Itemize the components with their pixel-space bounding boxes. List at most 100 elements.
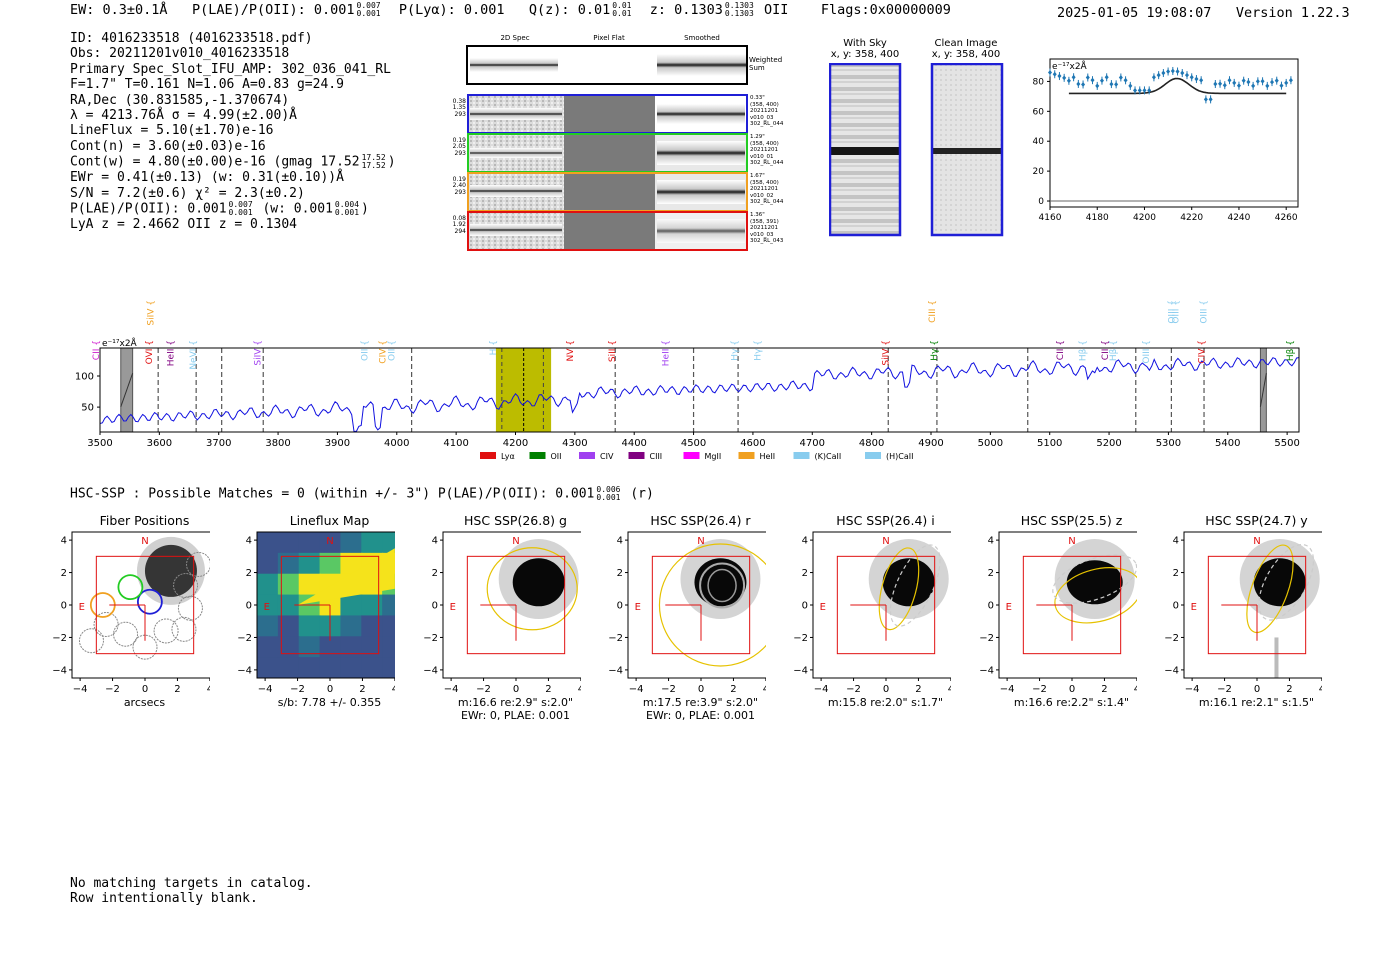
x-tick-label: 2 [730,684,736,695]
flux-cell [361,532,384,554]
x-tick-label: 0 [883,684,889,695]
emission-line-label: Hβ { [1109,340,1119,361]
y-tick-label: 4 [61,536,67,547]
row2-right: 1.29" (358, 400) 20211201 v010_01 302_RL_044 [750,134,784,167]
header-z-line: OII [763,2,789,18]
row1-left: 0.38 1.35 293 [452,98,466,118]
zoom-point [1085,75,1090,81]
flux-cell [361,594,384,617]
footer-line1: No matching targets in catalog. [70,876,313,891]
north-label: N [882,536,889,547]
zoom-point [1090,77,1095,83]
x-tick-label: 2 [1101,684,1107,695]
y-tick-label: 0 [432,601,438,612]
flux-cell [298,657,321,678]
spectrum-xtick-label: 3900 [325,438,350,449]
emission-line-label: CIV { [379,340,389,364]
emission-line-label: OIII { [1142,340,1152,364]
sky-images [829,63,1004,237]
emission-line-label: Hγ { [730,340,740,361]
zoom-point [1081,81,1086,87]
zoom-xtick-label: 4220 [1180,213,1203,223]
emission-line-label: SiIV { [253,340,263,366]
y-tick-label: 4 [802,536,808,547]
zoom-point [1246,79,1251,85]
x-tick-label: 0 [142,684,148,695]
spectrum-xtick-label: 5300 [1156,438,1181,449]
y-tick-label: 0 [617,601,623,612]
zoom-point [1161,70,1166,76]
fiber-footprint-box [95,555,195,655]
x-tick-label: 4 [207,684,210,695]
flux-cell [257,573,279,596]
flux-cell [277,552,300,575]
spectrum-xtick-label: 4300 [562,438,587,449]
y-tick-label: 4 [617,536,623,547]
emission-line-label: CII { [1101,340,1111,360]
emission-line-label: Hβ { [1078,340,1088,361]
fiber-circle [186,551,210,577]
header-z: z: 0.1303 [649,2,723,18]
zoom-point [1156,72,1161,78]
flux-cell [277,657,300,678]
flux-cell [319,636,342,659]
flux-cell [277,636,300,659]
hsc-panel-image: N E −4 −4 −2 −2 0 0 2 2 4 4 [52,531,210,695]
emission-line-label: CII { [1056,340,1066,360]
spectrum-xtick-label: 4800 [859,438,884,449]
flux-cell [257,532,279,554]
x-tick-label: 4 [948,684,951,695]
hsc-panel-image: N E −4 −4 −2 −2 0 0 2 2 4 4 [793,531,951,695]
emission-line-label: H { [489,340,499,355]
x-tick-label: 2 [915,684,921,695]
emission-line-label: OIII { [1199,300,1209,324]
zoom-point [1104,74,1109,80]
main-spectrum: 50 100 3500 3600 3700 3800 3900 4000 4100 4200 430… [75,300,1300,461]
north-label: N [1253,536,1260,547]
hsc-panel-image: N E −4 −4 −2 −2 0 0 2 2 4 4 [423,531,581,695]
legend-label: (H)CaII [886,452,913,461]
zoom-point [1255,78,1260,84]
x-tick-label: −4 [629,684,644,695]
header-plya: P(Lyα): 0.001 [398,2,505,18]
zoom-ytick-label: 60 [1033,107,1045,117]
spectrum-xtick-label: 5200 [1096,438,1121,449]
zoom-point [1180,70,1185,76]
zoom-point [1236,83,1241,89]
hsc-panel-caption: m:16.1 re:2.1" s:1.5" [1198,696,1315,709]
y-tick-label: 2 [61,568,67,579]
zoom-unit-label: e⁻¹⁷x2Å [1052,60,1088,72]
flux-cell [277,594,300,617]
north-label: N [141,536,148,547]
emission-line-label: CIII { [928,300,938,323]
spectrum-xtick-label: 4000 [384,438,409,449]
fiber-circle [132,634,158,660]
info-plae: P(LAE)/P(OII): 0.001 0.007 0.001 (w: 0.001… [70,200,369,218]
source-blob [144,544,197,597]
emission-line-label: HeII { [662,340,672,366]
y-tick-label: −4 [979,665,994,676]
hsc-title: HSC-SSP : Possible Matches = 0 (within +… [70,485,654,502]
flux-cell [382,615,395,638]
zoom-point [1241,78,1246,84]
hsc-panel-caption2: EWr: 0, PLAE: 0.001 [460,709,571,722]
spectrum-ytick-label: 100 [75,372,94,383]
y-tick-label: −2 [52,633,67,644]
spectrum-xtick-label: 5100 [1037,438,1062,449]
zoom-point [1052,71,1057,77]
flux-cell [382,657,395,678]
x-tick-label: −4 [814,684,829,695]
flux-cell [340,552,363,575]
legend-swatch [628,452,645,459]
legend-swatch [738,452,755,459]
info-id: ID: 4016233518 (4016233518.pdf) [70,31,313,46]
emission-line-label: NeVI { [189,340,199,370]
info-obs: Obs: 20211201v010_4016233518 [70,46,290,62]
x-tick-label: 0 [513,684,519,695]
legend-swatch [865,452,881,459]
zoom-point [1109,81,1114,87]
flux-cell [277,532,300,554]
y-tick-label: −2 [608,633,623,644]
header-version: Version 1.22.3 [1235,5,1350,21]
zoom-point [1279,83,1284,89]
